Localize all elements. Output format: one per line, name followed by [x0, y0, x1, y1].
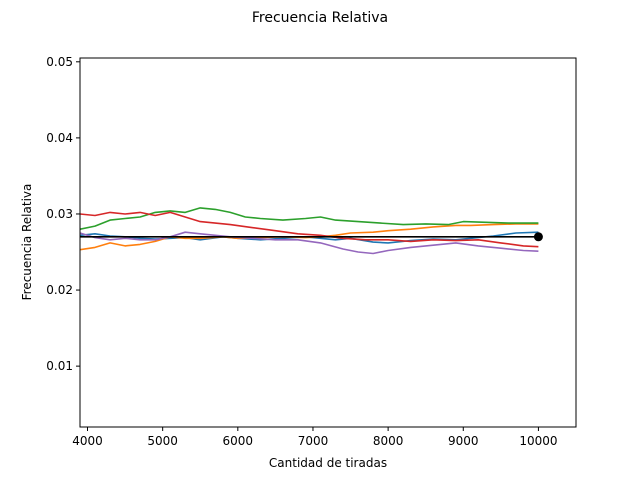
y-tick-label: 0.03 [46, 207, 73, 221]
y-axis-label: Frecuencia Relativa [20, 184, 34, 301]
x-tick-label: 8000 [373, 434, 404, 448]
x-tick-label: 4000 [72, 434, 103, 448]
y-tick-label: 0.05 [46, 55, 73, 69]
x-tick-label: 10000 [519, 434, 557, 448]
x-tick-label: 5000 [147, 434, 178, 448]
y-tick-label: 0.01 [46, 359, 73, 373]
x-axis-label: Cantidad de tiradas [269, 456, 387, 470]
chart-title: Frecuencia Relativa [252, 10, 388, 26]
series-line-5 [80, 231, 539, 255]
series-line-3 [80, 207, 539, 230]
x-tick-label: 9000 [448, 434, 479, 448]
reference-layer [80, 232, 543, 242]
y-axis: 0.01 0.02 0.03 0.04 0.05 [46, 55, 80, 373]
series-line-4 [80, 211, 539, 248]
reference-marker [533, 232, 543, 242]
x-tick-label: 6000 [223, 434, 254, 448]
y-tick-label: 0.02 [46, 283, 73, 297]
plot-frame [79, 57, 577, 428]
y-tick-label: 0.04 [46, 131, 73, 145]
series-layer [80, 207, 539, 255]
x-axis: 4000 5000 6000 7000 8000 9000 10000 [72, 427, 558, 448]
x-tick-label: 7000 [298, 434, 329, 448]
